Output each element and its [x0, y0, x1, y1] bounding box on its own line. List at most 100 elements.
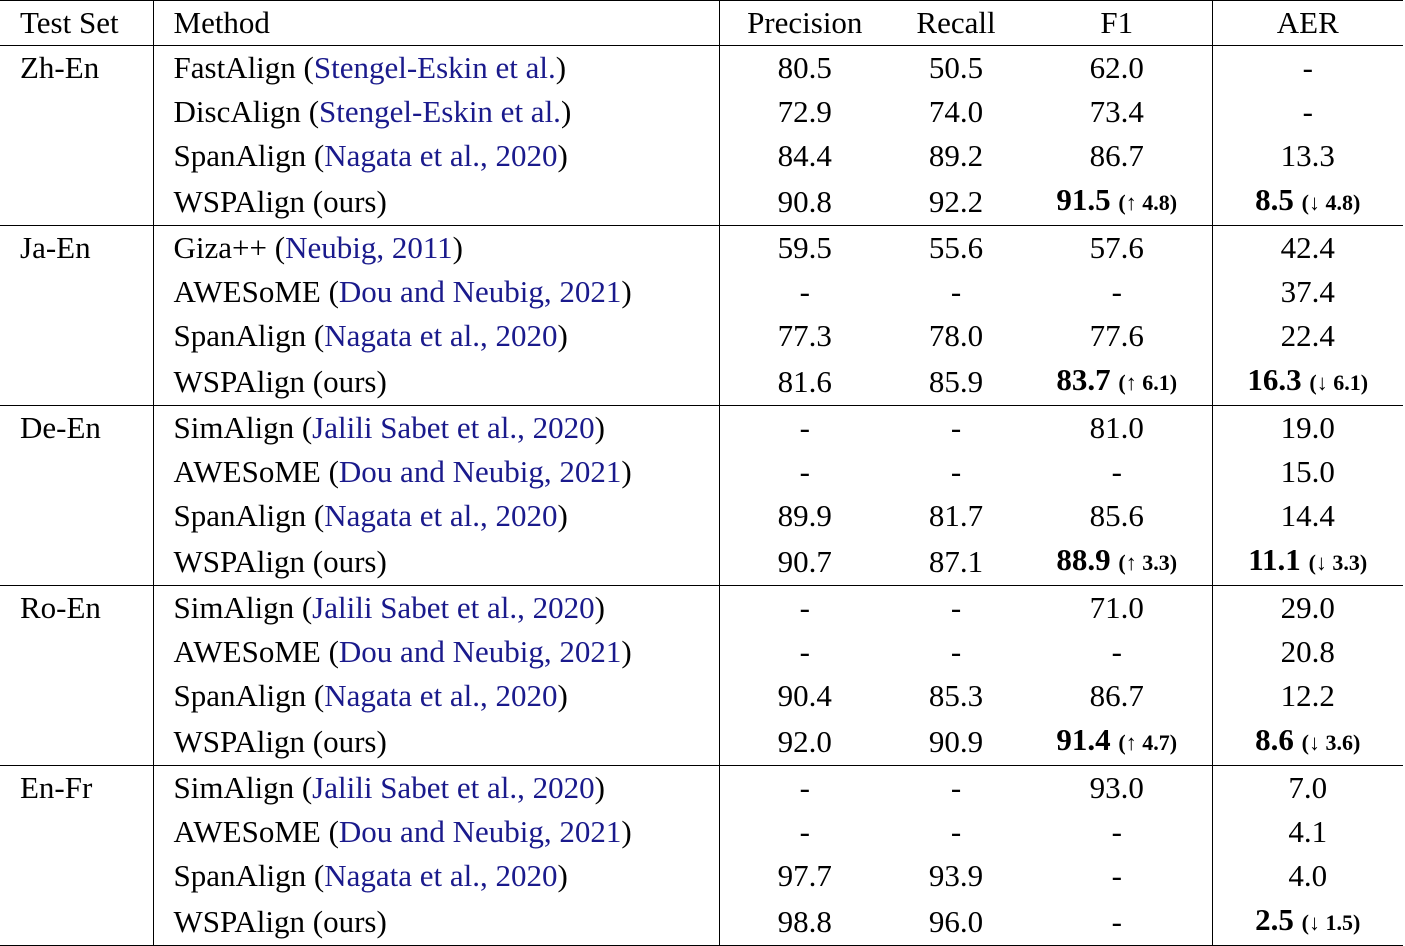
test-set-cell — [0, 898, 154, 946]
f1-value: 88.9 — [1056, 542, 1111, 577]
f1-cell: 62.0 — [1022, 45, 1213, 90]
test-set-cell — [0, 538, 154, 586]
citation-link[interactable]: Stengel-Eskin et al. — [313, 50, 556, 85]
f1-value: 93.0 — [1089, 770, 1144, 805]
citation-link[interactable]: Jalili Sabet et al., 2020 — [312, 410, 595, 445]
group-4: En-Fr SimAlign (Jalili Sabet et al., 2020… — [0, 765, 1403, 946]
f1-value: 86.7 — [1089, 138, 1144, 173]
aer-cell: 2.5 (↓ 1.5) — [1212, 898, 1403, 946]
precision-cell: 84.4 — [777, 138, 832, 173]
f1-cell: - — [1022, 450, 1213, 494]
citation-link[interactable]: Jalili Sabet et al., 2020 — [312, 770, 595, 805]
citation-link[interactable]: Dou and Neubig, 2021 — [338, 454, 622, 489]
citation-link[interactable]: Nagata et al., 2020 — [324, 678, 558, 713]
f1-delta: (↑ 4.8) — [1118, 190, 1178, 215]
f1-value: 57.6 — [1089, 230, 1144, 265]
f1-cell: 86.7 — [1022, 674, 1213, 718]
f1-cell: - — [1022, 810, 1213, 854]
citation-link[interactable]: Jalili Sabet et al., 2020 — [312, 590, 595, 625]
method-cell: FastAlign (Stengel-Eskin et al.) — [153, 45, 720, 90]
citation-link[interactable]: Dou and Neubig, 2021 — [338, 814, 622, 849]
f1-value: - — [1111, 903, 1122, 939]
method-name: SimAlign — [173, 410, 295, 445]
citation-link[interactable]: Stengel-Eskin et al. — [319, 94, 561, 129]
precision-cell: 92.0 — [777, 723, 832, 759]
method-cell: SpanAlign (Nagata et al., 2020) — [153, 854, 720, 898]
aer-value: 2.5 — [1255, 902, 1294, 937]
aer-cell: 8.6 (↓ 3.6) — [1212, 718, 1403, 766]
f1-cell: 88.9 (↑ 3.3) — [1022, 538, 1213, 586]
aer-value: 42.4 — [1280, 230, 1335, 265]
aer-cell: 8.5 (↓ 4.8) — [1212, 178, 1403, 226]
method-name: AWESoME — [173, 634, 321, 669]
method-cell: SimAlign (Jalili Sabet et al., 2020) — [153, 765, 720, 810]
method-cell: SpanAlign (Nagata et al., 2020) — [153, 314, 720, 358]
recall-cell: - — [950, 410, 962, 445]
aer-value: 29.0 — [1280, 590, 1335, 625]
citation-link[interactable]: Dou and Neubig, 2021 — [338, 274, 622, 309]
precision-cell: 72.9 — [777, 94, 832, 129]
table-row: AWESoME (Dou and Neubig, 2021) - - - 15.0 — [0, 450, 1403, 494]
aer-value: 16.3 — [1247, 362, 1302, 397]
test-set-cell — [0, 270, 154, 314]
recall-cell: 55.6 — [928, 230, 984, 265]
f1-value: 85.6 — [1089, 498, 1144, 533]
precision-cell: - — [799, 454, 810, 489]
citation-link[interactable]: Nagata et al., 2020 — [324, 138, 558, 173]
recall-cell: 90.9 — [928, 723, 984, 759]
test-set-cell — [0, 178, 154, 226]
recall-cell: 74.0 — [928, 94, 984, 129]
method-cell: WSPAlign (ours) — [153, 718, 720, 766]
test-set-cell — [0, 810, 154, 854]
recall-cell: 78.0 — [928, 318, 984, 353]
header-precision: Precision — [747, 5, 863, 40]
table-row: Zh-En FastAlign (Stengel-Eskin et al.) 80.… — [0, 45, 1403, 90]
method-name: AWESoME — [173, 814, 321, 849]
recall-cell: 50.5 — [928, 50, 984, 85]
table-row: AWESoME (Dou and Neubig, 2021) - - - 37.4 — [0, 270, 1403, 314]
recall-cell: 87.1 — [928, 543, 984, 579]
recall-cell: - — [950, 634, 962, 669]
aer-delta: (↓ 3.6) — [1301, 730, 1361, 755]
citation-link[interactable]: Nagata et al., 2020 — [324, 498, 558, 533]
test-set-cell: Zh-En — [0, 45, 154, 90]
precision-cell: - — [799, 410, 810, 445]
f1-cell: - — [1022, 854, 1213, 898]
method-name: WSPAlign (ours) — [173, 543, 387, 579]
f1-delta: (↑ 3.3) — [1118, 550, 1178, 575]
f1-value: 83.7 — [1056, 362, 1111, 397]
precision-cell: 89.9 — [777, 498, 832, 533]
table-row: WSPAlign (ours) 81.6 85.9 83.7 (↑ 6.1) 16.3 … — [0, 358, 1403, 406]
method-cell: WSPAlign (ours) — [153, 538, 720, 586]
aer-delta: (↓ 3.3) — [1308, 550, 1368, 575]
test-set-cell — [0, 854, 154, 898]
header-f1: F1 — [1022, 0, 1213, 46]
test-set-cell — [0, 494, 154, 538]
citation-link[interactable]: Neubig, 2011 — [285, 230, 453, 265]
test-set-cell: En-Fr — [0, 765, 154, 810]
f1-value: - — [1111, 634, 1122, 669]
precision-cell: - — [799, 274, 810, 309]
f1-value: 86.7 — [1089, 678, 1144, 713]
aer-cell: 22.4 — [1212, 314, 1403, 358]
table-row: AWESoME (Dou and Neubig, 2021) - - - 20.8 — [0, 630, 1403, 674]
aer-delta: (↓ 1.5) — [1301, 910, 1361, 935]
precision-cell: - — [799, 634, 810, 669]
method-name: SpanAlign — [173, 318, 307, 353]
citation-link[interactable]: Dou and Neubig, 2021 — [338, 634, 622, 669]
recall-cell: 92.2 — [928, 183, 984, 219]
precision-cell: - — [799, 770, 810, 805]
aer-value: 4.1 — [1288, 814, 1328, 849]
recall-cell: - — [950, 454, 962, 489]
table-row: Ja-En Giza++ (Neubig, 2011) 59.5 55.6 57.6 42… — [0, 225, 1403, 271]
aer-cell: 37.4 — [1212, 270, 1403, 314]
recall-cell: 85.3 — [928, 678, 984, 713]
aer-cell: 42.4 — [1212, 226, 1403, 271]
group-0: Zh-En FastAlign (Stengel-Eskin et al.) 80.… — [0, 45, 1403, 226]
recall-cell: 89.2 — [928, 138, 984, 173]
citation-link[interactable]: Nagata et al., 2020 — [324, 858, 558, 893]
table-row: SpanAlign (Nagata et al., 2020) 77.3 78.0 7… — [0, 314, 1403, 358]
method-name: WSPAlign (ours) — [173, 903, 387, 939]
citation-link[interactable]: Nagata et al., 2020 — [324, 318, 558, 353]
